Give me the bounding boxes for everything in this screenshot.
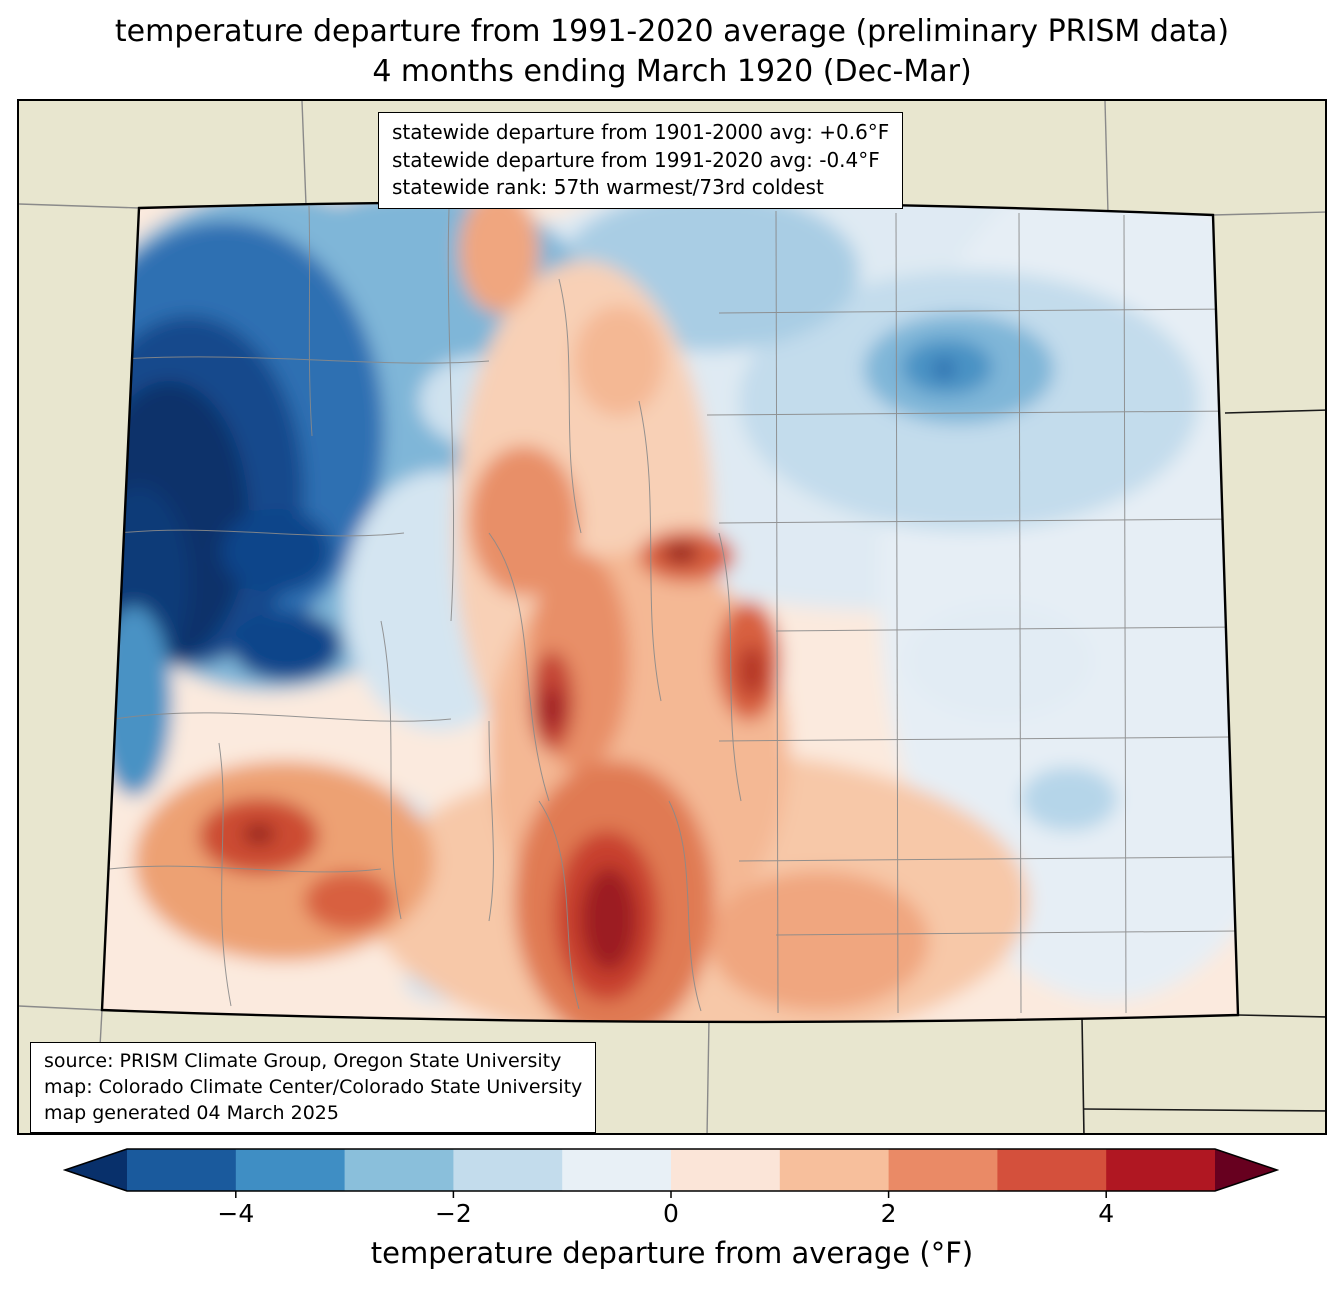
colorbar-tick-label: 4 — [1098, 1199, 1115, 1228]
colorbar-segment — [1106, 1149, 1216, 1191]
colorbar-outline — [63, 1148, 1279, 1192]
colorbar-axis-label: temperature departure from average (°F) — [370, 1236, 974, 1270]
colorbar-segment — [562, 1149, 672, 1191]
source-line-2: map: Colorado Climate Center/Colorado St… — [44, 1075, 583, 1098]
colorbar-segment — [344, 1149, 454, 1191]
colorbar-segment — [997, 1149, 1107, 1191]
colorbar — [63, 1148, 1279, 1198]
colorbar-tick-label: 0 — [663, 1199, 679, 1228]
source-line-1: source: PRISM Climate Group, Oregon Stat… — [44, 1050, 562, 1072]
temperature-field — [102, 201, 1238, 1022]
colorbar-tick-labels: −4 −2 0 2 4 — [63, 1199, 1279, 1233]
source-attribution-box: source: PRISM Climate Group, Oregon Stat… — [30, 1042, 597, 1134]
neighbor-state-borders-dark — [1081, 409, 1325, 1133]
colorbar-segment — [888, 1149, 998, 1191]
colorbar-tick-label: −4 — [217, 1199, 255, 1228]
title-line-1: temperature departure from 1991-2020 ave… — [114, 14, 1230, 49]
colorbar-segment — [671, 1149, 781, 1191]
colorbar-tick-label: −2 — [434, 1199, 472, 1228]
colorbar-segment — [235, 1149, 346, 1191]
stats-line-3: statewide rank: 57th warmest/73rd coldes… — [392, 175, 824, 200]
page-title: temperature departure from 1991-2020 ave… — [0, 12, 1344, 91]
colorbar-segment — [453, 1149, 563, 1191]
colorbar-tick-label: 2 — [880, 1199, 897, 1228]
colorbar-left-arrow — [65, 1149, 127, 1191]
title-line-2: 4 months ending March 1920 (Dec-Mar) — [372, 53, 972, 89]
colorbar-segment — [127, 1149, 237, 1191]
map-frame — [17, 99, 1327, 1135]
statewide-stats-box: statewide departure from 1901-2000 avg: … — [378, 112, 904, 209]
colorbar-segment — [779, 1149, 890, 1191]
source-line-3: map generated 04 March 2025 — [44, 1101, 339, 1124]
colorado-temperature-map — [19, 101, 1325, 1133]
colorbar-right-arrow — [1215, 1149, 1277, 1191]
county-boundaries — [108, 205, 1238, 1014]
stats-line-2: statewide departure from 1991-2020 avg: … — [392, 147, 880, 172]
stats-line-1: statewide departure from 1901-2000 avg: … — [392, 120, 890, 144]
